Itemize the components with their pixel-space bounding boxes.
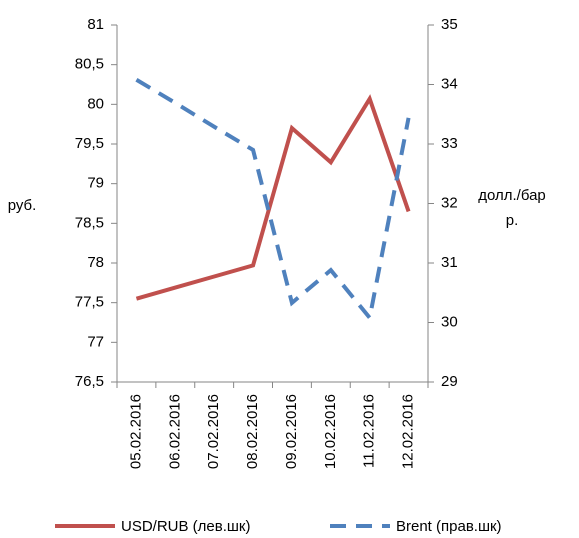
x-tick-label: 08.02.2016 — [244, 394, 261, 469]
y-tick-label: 79 — [87, 175, 104, 192]
x-tick-label: 11.02.2016 — [361, 394, 378, 468]
x-tick-label: 10.02.2016 — [322, 394, 339, 469]
series-line — [135, 94, 411, 301]
y2-tick-label: 33 — [441, 135, 458, 152]
y2-tick-label: 31 — [441, 254, 458, 271]
x-tick-label: 09.02.2016 — [283, 394, 300, 469]
x-tick-label: 06.02.2016 — [166, 394, 183, 469]
series-line — [135, 78, 411, 323]
y-tick-label: 80,5 — [75, 56, 104, 73]
x-tick-label: 07.02.2016 — [205, 394, 222, 469]
x-tick-label: 12.02.2016 — [400, 394, 417, 469]
x-tick-label: 05.02.2016 — [127, 394, 144, 469]
y2-tick-label: 32 — [441, 194, 458, 211]
y-tick-label: 78,5 — [75, 214, 104, 231]
legend-label: Brent (прав.шк) — [396, 518, 502, 535]
y2-tick-label: 34 — [441, 75, 458, 92]
y2-tick-label: 29 — [441, 373, 458, 390]
y-tick-label: 77 — [87, 333, 104, 350]
y-axis-label: руб. — [8, 197, 37, 214]
y-tick-label: 80 — [87, 95, 104, 112]
y-tick-label: 79,5 — [75, 135, 104, 152]
y2-axis-label: долл./барр. — [478, 187, 546, 229]
y-tick-label: 77,5 — [75, 294, 104, 311]
y-tick-label: 81 — [87, 16, 104, 33]
legend-label: USD/RUB (лев.шк) — [121, 518, 251, 535]
y-tick-label: 76,5 — [75, 373, 104, 390]
y-tick-label: 78 — [87, 254, 104, 271]
y2-tick-label: 35 — [441, 16, 458, 33]
y2-tick-label: 30 — [441, 313, 458, 330]
